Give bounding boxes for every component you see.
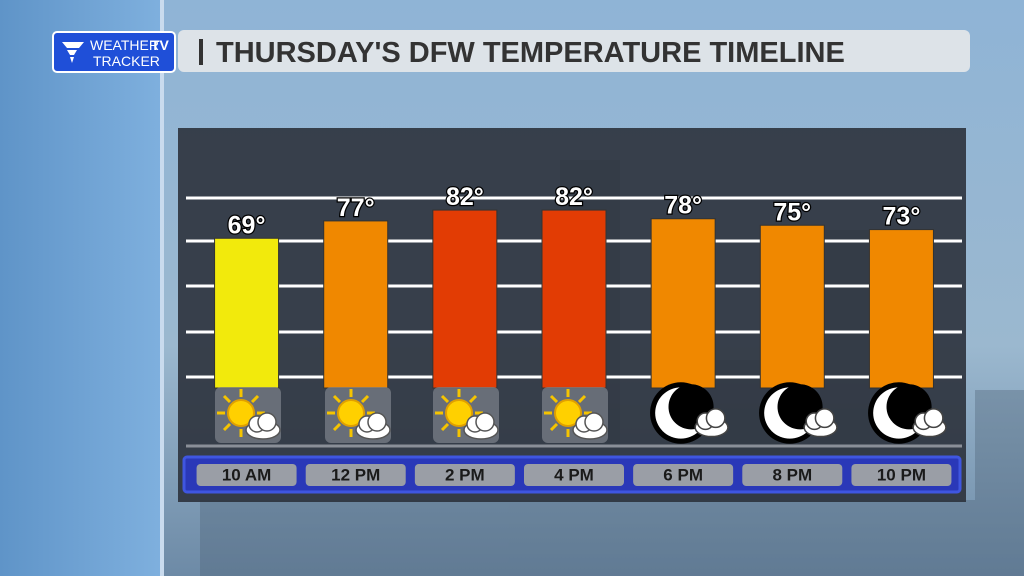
x-tick-label: 10 PM (877, 465, 926, 484)
side-panel (0, 0, 163, 576)
x-tick-label: 4 PM (554, 465, 594, 484)
value-label: 69° (228, 211, 266, 239)
sunny-icon (540, 385, 610, 445)
logo-badge: TV (151, 37, 170, 53)
bar (868, 229, 934, 389)
value-label: 78° (664, 192, 702, 220)
logo-text: TRACKER (93, 53, 160, 69)
bar (541, 209, 607, 389)
time-box (524, 464, 624, 486)
time-box (414, 464, 515, 486)
time-box (633, 464, 734, 486)
value-label: 77° (337, 194, 375, 222)
logo-icon (62, 42, 84, 63)
value-label: 82° (555, 183, 593, 211)
bar (650, 218, 716, 389)
sunny-icon (213, 385, 283, 445)
bar (323, 220, 389, 389)
value-label: 82° (446, 183, 484, 211)
bar (214, 237, 280, 389)
time-box (196, 464, 297, 486)
time-box (742, 464, 843, 486)
value-label: 75° (773, 198, 811, 226)
bars: 69° 77° 82° 82° 78° 75° 73° (214, 182, 934, 389)
title-divider (199, 39, 203, 65)
bar (432, 209, 498, 389)
side-panel-edge (160, 0, 164, 576)
x-tick-label: 2 PM (445, 465, 485, 484)
logo-text: WEATHER (90, 37, 159, 53)
sunny-icon (431, 385, 501, 445)
time-box (851, 464, 952, 486)
x-tick-label: 12 PM (331, 465, 380, 484)
chart-title: THURSDAY'S DFW TEMPERATURE TIMELINE (216, 37, 845, 69)
value-label: 73° (883, 203, 921, 231)
x-tick-label: 8 PM (772, 465, 812, 484)
time-box (305, 464, 406, 486)
x-tick-label: 6 PM (663, 465, 703, 484)
x-tick-label: 10 AM (222, 465, 271, 484)
bar (759, 224, 825, 389)
sunny-icon (323, 385, 393, 445)
title-bar (178, 30, 970, 72)
